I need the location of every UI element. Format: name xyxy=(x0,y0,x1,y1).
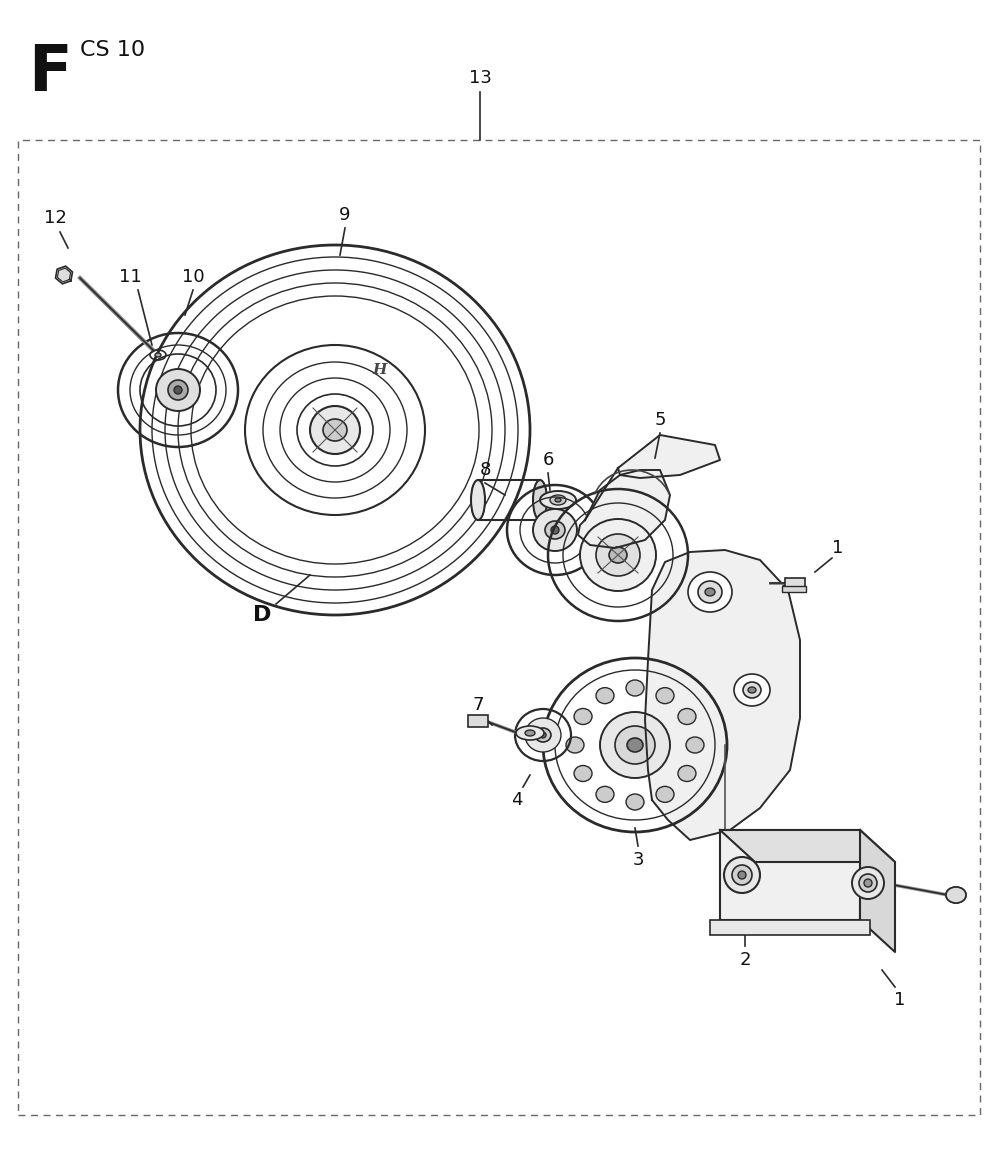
Ellipse shape xyxy=(732,866,752,885)
Ellipse shape xyxy=(323,419,347,441)
Text: 10: 10 xyxy=(182,268,204,286)
Ellipse shape xyxy=(540,490,576,509)
Ellipse shape xyxy=(555,499,561,502)
Text: F: F xyxy=(28,42,72,104)
Ellipse shape xyxy=(705,589,715,595)
Text: 5: 5 xyxy=(654,411,666,429)
Ellipse shape xyxy=(734,674,770,706)
Ellipse shape xyxy=(535,728,551,742)
Text: H: H xyxy=(373,364,387,377)
Ellipse shape xyxy=(155,353,161,357)
Ellipse shape xyxy=(533,509,577,550)
Polygon shape xyxy=(645,550,800,840)
Text: 4: 4 xyxy=(511,790,523,809)
Ellipse shape xyxy=(626,680,644,696)
Ellipse shape xyxy=(580,519,656,591)
Bar xyxy=(18,140,980,1115)
Polygon shape xyxy=(860,830,895,952)
Polygon shape xyxy=(618,435,720,478)
Ellipse shape xyxy=(174,385,182,394)
Ellipse shape xyxy=(738,871,746,879)
Ellipse shape xyxy=(596,786,614,802)
Text: 1: 1 xyxy=(894,991,906,1009)
Ellipse shape xyxy=(656,786,674,802)
Ellipse shape xyxy=(859,874,877,892)
Bar xyxy=(720,830,860,920)
Polygon shape xyxy=(56,267,72,284)
Text: 1: 1 xyxy=(832,539,844,557)
Ellipse shape xyxy=(516,726,544,740)
Ellipse shape xyxy=(525,718,561,752)
Text: 9: 9 xyxy=(339,207,351,224)
Ellipse shape xyxy=(596,534,640,576)
Ellipse shape xyxy=(551,526,559,534)
Ellipse shape xyxy=(678,709,696,725)
Ellipse shape xyxy=(310,406,360,454)
Ellipse shape xyxy=(724,857,760,893)
Ellipse shape xyxy=(626,794,644,810)
Ellipse shape xyxy=(852,867,884,899)
Ellipse shape xyxy=(864,879,872,887)
Ellipse shape xyxy=(946,887,966,902)
Ellipse shape xyxy=(656,688,674,704)
Ellipse shape xyxy=(574,765,592,781)
Text: 12: 12 xyxy=(44,209,66,227)
Bar xyxy=(468,715,488,727)
Text: D: D xyxy=(253,605,271,625)
Ellipse shape xyxy=(743,682,761,698)
Ellipse shape xyxy=(688,572,732,612)
Text: 7: 7 xyxy=(472,696,484,714)
Ellipse shape xyxy=(525,730,535,736)
Ellipse shape xyxy=(946,887,966,902)
Text: 2: 2 xyxy=(739,951,751,969)
Text: 11: 11 xyxy=(119,268,141,286)
Bar xyxy=(785,578,805,589)
Bar xyxy=(710,920,870,935)
Ellipse shape xyxy=(533,480,547,520)
Text: CS 10: CS 10 xyxy=(80,40,145,60)
Ellipse shape xyxy=(698,580,722,604)
Ellipse shape xyxy=(545,520,565,539)
Text: 6: 6 xyxy=(542,451,554,469)
Ellipse shape xyxy=(686,737,704,754)
Ellipse shape xyxy=(609,547,627,563)
Ellipse shape xyxy=(615,726,655,764)
Polygon shape xyxy=(578,470,670,548)
Ellipse shape xyxy=(596,688,614,704)
Ellipse shape xyxy=(678,765,696,781)
Text: 3: 3 xyxy=(632,850,644,869)
Ellipse shape xyxy=(627,739,643,752)
Text: 8: 8 xyxy=(479,460,491,479)
Ellipse shape xyxy=(540,732,546,739)
Ellipse shape xyxy=(566,737,584,754)
Ellipse shape xyxy=(574,709,592,725)
Polygon shape xyxy=(720,830,895,862)
Ellipse shape xyxy=(550,495,566,505)
Ellipse shape xyxy=(471,480,485,520)
Text: 13: 13 xyxy=(469,69,491,87)
Ellipse shape xyxy=(168,380,188,400)
Bar xyxy=(782,586,806,592)
Ellipse shape xyxy=(156,369,200,411)
Ellipse shape xyxy=(600,712,670,778)
Ellipse shape xyxy=(748,687,756,694)
